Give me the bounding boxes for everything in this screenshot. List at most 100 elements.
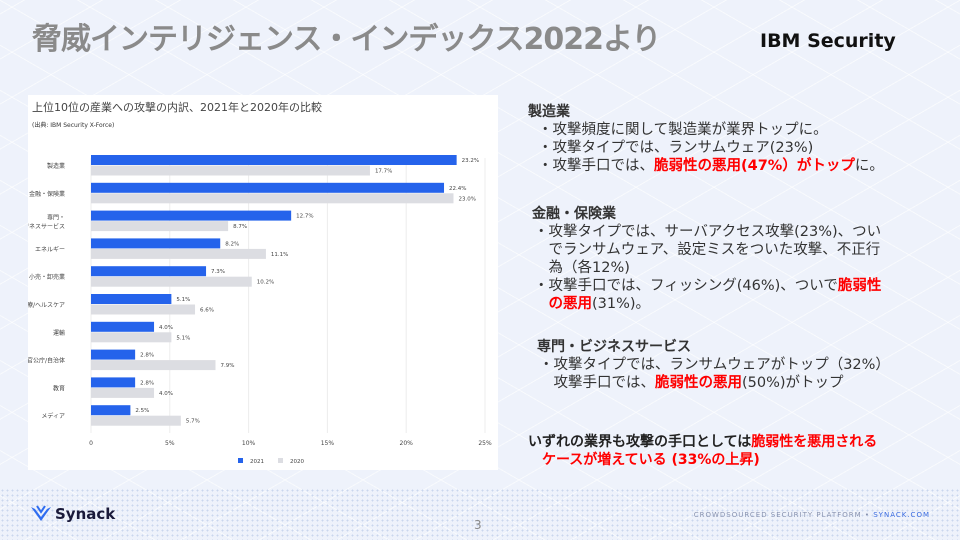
text-segment: [534, 296, 549, 312]
text-segment: ・攻撃タイプでは、ランサムウェア(23%): [538, 140, 814, 156]
x-tick-label: 0: [89, 440, 93, 447]
bar-2021: [91, 210, 292, 221]
text-segment: ・攻撃手口では、: [538, 158, 654, 174]
data-label: 12.7%: [296, 214, 313, 220]
bar-2020: [91, 360, 216, 371]
synack-shield-icon: [31, 505, 51, 521]
tagline-text: CROWDSOURCED SECURITY PLATFORM •: [693, 511, 870, 519]
chart-title: 上位10位の産業への攻撃の内訳、2021年と2020年の比較: [32, 101, 322, 114]
data-label: 23.0%: [458, 196, 475, 202]
bullet-line: ・攻撃手口では、脆弱性の悪用(47%）がトップに。: [528, 157, 884, 175]
text-segment: ・攻撃手口では、フィッシング(46%)、ついで: [534, 278, 838, 294]
data-label: 2.8%: [140, 353, 154, 359]
category-label: 教育: [53, 384, 65, 392]
bar-chart: 0 5% 10% 15% 20% 25% 製造業 23.2% 17.7% 金融・保険業 22.4% 2…: [28, 155, 492, 465]
text-segment: いずれの業界も攻撃の手口としては: [528, 434, 752, 450]
data-label: 8.7%: [233, 224, 247, 230]
category-label: 官公庁/自治体: [28, 357, 65, 365]
bar-2020: [91, 165, 370, 176]
bullet-line: ・攻撃手口では、フィッシング(46%)、ついで脆弱性: [532, 277, 881, 295]
bar-2021: [91, 155, 457, 165]
logo-text: Synack: [55, 505, 116, 523]
highlight-text: の悪用: [548, 296, 593, 312]
bullet-line: ・攻撃頻度に関して製造業が業界トップに。: [528, 121, 884, 139]
bar-2021: [91, 405, 131, 416]
x-tick-label: 25%: [478, 440, 492, 447]
data-label: 23.2%: [462, 158, 479, 164]
bar-2021: [91, 349, 136, 360]
legend-label: 2020: [290, 459, 304, 465]
category-label: 小売・卸売業: [29, 273, 65, 281]
text-segment: 為（各12%): [534, 260, 630, 276]
x-tick-label: 5%: [165, 440, 175, 447]
data-label: 5.7%: [186, 419, 200, 425]
legend-swatch: [238, 458, 243, 463]
slide-title: 脅威インテリジェンス・インデックス2022より: [32, 22, 661, 57]
data-label: 11.1%: [271, 252, 288, 258]
conclusion-line: いずれの業界も攻撃の手口としては脆弱性を悪用される: [528, 433, 877, 451]
bar-2020: [91, 221, 229, 232]
bar-2020: [91, 415, 181, 426]
category-label: エネルギー: [35, 246, 65, 253]
highlight-text: ケースが増えている (33%の上昇): [542, 452, 760, 468]
category-label: 金融・保険業: [29, 190, 65, 198]
data-label: 5.1%: [176, 335, 190, 341]
data-label: 22.4%: [449, 186, 466, 192]
bar-2020: [91, 387, 155, 398]
bar-2020: [91, 332, 172, 343]
data-label: 2.5%: [135, 408, 149, 414]
highlight-text: 脆弱性の悪用(47%）がトップ: [654, 158, 855, 174]
bullet-line: ・攻撃タイプでは、サーバアクセス攻撃(23%)、つい: [532, 223, 881, 241]
page-number: 3: [474, 518, 482, 532]
bullet-line: 攻撃手口では、脆弱性の悪用(50%)がトップ: [537, 374, 890, 392]
bar-2020: [91, 193, 454, 204]
footer-tagline: CROWDSOURCED SECURITY PLATFORM • SYNACK.…: [694, 511, 930, 519]
category-label: ビジネスサービス: [28, 223, 65, 231]
bar-2021: [91, 182, 445, 193]
footer-url: SYNACK.COM: [873, 511, 930, 519]
chart-panel: 0 5% 10% 15% 20% 25% 製造業 23.2% 17.7% 金融・保険業 22.4% 2…: [28, 95, 498, 470]
data-label: 6.6%: [200, 308, 214, 314]
text-segment: ・攻撃頻度に関して製造業が業界トップに。: [538, 122, 828, 138]
category-label: 製造業: [47, 162, 65, 170]
bar-2021: [91, 238, 221, 249]
bar-2020: [91, 304, 196, 315]
bar-2021: [91, 377, 136, 388]
bar-2021: [91, 266, 207, 277]
text-segment: [528, 452, 542, 468]
bullet-line: ・攻撃タイプでは、ランサムウェアがトップ（32%）: [537, 356, 890, 374]
data-label: 5.1%: [176, 297, 190, 303]
brand-label: IBM Security: [760, 30, 896, 52]
section-1: 金融・保険業 ・攻撃タイプでは、サーバアクセス攻撃(23%)、つい でランサムウェ…: [532, 205, 881, 313]
category-label: 医療/ヘルスケア: [28, 301, 65, 309]
x-tick-label: 10%: [242, 440, 256, 447]
bar-2021: [91, 321, 155, 332]
chart-source: (出典: IBM Security X-Force): [32, 122, 115, 129]
text-segment: 攻撃手口では、: [539, 375, 655, 391]
data-label: 2.8%: [140, 380, 154, 386]
bullet-line: の悪用(31%)。: [532, 295, 881, 313]
data-label: 4.0%: [159, 391, 173, 397]
text-segment: (31%)。: [592, 296, 651, 312]
footer-dots: [0, 488, 960, 540]
text-segment: に。: [854, 158, 884, 174]
section-heading: 専門・ビジネスサービス: [537, 339, 691, 355]
data-label: 17.7%: [375, 169, 392, 175]
section-heading: 金融・保険業: [532, 206, 616, 222]
synack-logo: Synack: [30, 505, 115, 523]
category-label: メディア: [41, 412, 65, 420]
highlight-text: 脆弱性の悪用: [655, 375, 742, 391]
bullet-line: でランサムウェア、設定ミスをついた攻撃、不正行: [532, 241, 881, 259]
bar-2020: [91, 248, 266, 259]
category-label: 運輸: [53, 329, 65, 337]
legend-swatch: [278, 458, 283, 463]
data-label: 7.9%: [221, 363, 235, 369]
conclusion-line: ケースが増えている (33%の上昇): [528, 451, 877, 469]
data-label: 4.0%: [159, 325, 173, 331]
conclusion-text: いずれの業界も攻撃の手口としては脆弱性を悪用される ケースが増えている (33%…: [528, 433, 877, 469]
x-tick-label: 15%: [321, 440, 335, 447]
text-segment: ・攻撃タイプでは、ランサムウェアがトップ（32%）: [539, 357, 890, 373]
legend-label: 2021: [250, 459, 264, 465]
bar-2020: [91, 276, 252, 287]
category-label: 専門・: [47, 214, 65, 222]
